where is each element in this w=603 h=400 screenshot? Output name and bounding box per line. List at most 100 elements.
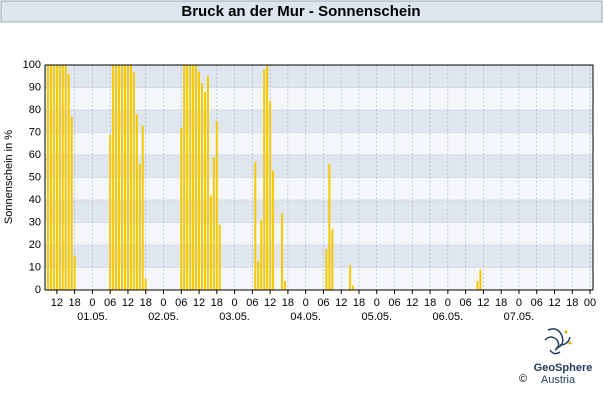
- x-tick-label: 12: [193, 297, 205, 309]
- y-tick-label: 50: [29, 171, 41, 183]
- y-tick-label: 70: [29, 126, 41, 138]
- bar: [209, 195, 212, 290]
- bar: [144, 278, 147, 290]
- bar: [112, 65, 115, 290]
- bar: [272, 170, 275, 290]
- x-tick-label: 12: [264, 297, 276, 309]
- logo-icon: [544, 328, 572, 355]
- x-tick-label: 12: [406, 297, 418, 309]
- bar: [254, 161, 257, 290]
- bar: [283, 281, 286, 290]
- bar: [115, 65, 118, 290]
- x-tick-label: 12: [548, 297, 560, 309]
- x-tick-label: 0: [445, 297, 451, 309]
- bar: [189, 65, 192, 290]
- bar: [123, 65, 126, 290]
- x-tick-label: 0: [303, 297, 309, 309]
- x-tick-label: 00: [584, 297, 596, 309]
- bar: [198, 71, 201, 290]
- bar: [206, 76, 209, 290]
- bar: [215, 121, 218, 290]
- y-tick-label: 30: [29, 216, 41, 228]
- x-tick-label: 0: [516, 297, 522, 309]
- bar: [49, 65, 52, 290]
- x-tick-label: 18: [495, 297, 507, 309]
- x-tick-label: 12: [122, 297, 134, 309]
- bar: [118, 65, 121, 290]
- bar: [61, 65, 64, 290]
- bar: [109, 134, 112, 290]
- bar: [203, 92, 206, 290]
- bar: [129, 65, 132, 290]
- plot-frame: [44, 64, 594, 291]
- x-tick-label: 18: [211, 297, 223, 309]
- bar: [325, 249, 328, 290]
- x-tick-label: 0: [374, 297, 380, 309]
- bar: [218, 224, 221, 290]
- bar: [126, 65, 129, 290]
- bar: [141, 125, 144, 290]
- band: [45, 65, 593, 88]
- bar: [52, 65, 55, 290]
- date-label: 07.05.: [504, 311, 535, 323]
- x-tick-label: 12: [51, 297, 63, 309]
- x-tick-label: 06: [531, 297, 543, 309]
- y-tick-label: 90: [29, 81, 41, 93]
- bar: [183, 65, 186, 290]
- date-label: 04.05.: [290, 311, 321, 323]
- bar: [266, 65, 269, 290]
- x-tick-label: 12: [335, 297, 347, 309]
- x-tick-label: 0: [232, 297, 238, 309]
- bar: [192, 65, 195, 290]
- bar: [200, 83, 203, 290]
- x-tick-label: 18: [68, 297, 80, 309]
- y-tick-label: 20: [29, 239, 41, 251]
- bar: [331, 229, 334, 290]
- bar: [67, 74, 70, 290]
- bar: [195, 65, 198, 290]
- title-bar: [0, 0, 603, 23]
- x-tick-label: 06: [388, 297, 400, 309]
- date-label: 05.05.: [361, 311, 392, 323]
- x-tick-label: 06: [246, 297, 258, 309]
- x-tick-label: 06: [317, 297, 329, 309]
- logo-sub: Austria: [541, 374, 576, 386]
- x-tick-label: 06: [460, 297, 472, 309]
- y-tick-label: 40: [29, 194, 41, 206]
- bar: [186, 65, 189, 290]
- x-tick-label: 12: [477, 297, 489, 309]
- bar: [352, 285, 355, 290]
- bar: [180, 128, 183, 290]
- bar: [257, 260, 260, 290]
- y-axis-label: Sonnenschein in %: [3, 130, 15, 224]
- date-label: 06.05.: [433, 311, 464, 323]
- bar: [64, 65, 67, 290]
- x-tick-label: 18: [353, 297, 365, 309]
- bar: [479, 269, 482, 290]
- y-tick-label: 10: [29, 261, 41, 273]
- logo-name: GeoSphere: [534, 362, 593, 374]
- band: [45, 110, 593, 133]
- bar: [121, 65, 124, 290]
- bar: [260, 220, 263, 290]
- y-tick-label: 100: [23, 59, 41, 71]
- bar: [58, 65, 61, 290]
- bar: [73, 256, 76, 290]
- y-tick-label: 80: [29, 104, 41, 116]
- date-label: 03.05.: [219, 311, 250, 323]
- bar: [328, 164, 331, 290]
- x-tick-label: 0: [160, 297, 166, 309]
- x-tick-label: 06: [175, 297, 187, 309]
- x-tick-label: 18: [140, 297, 152, 309]
- bar: [212, 157, 215, 290]
- copyright: ©: [519, 373, 527, 385]
- date-label: 01.05.: [77, 311, 108, 323]
- x-tick-label: 06: [104, 297, 116, 309]
- bar: [70, 116, 73, 290]
- bar: [349, 265, 352, 290]
- bar: [263, 69, 266, 290]
- bar: [132, 71, 135, 290]
- x-tick-label: 18: [282, 297, 294, 309]
- x-tick-label: 18: [424, 297, 436, 309]
